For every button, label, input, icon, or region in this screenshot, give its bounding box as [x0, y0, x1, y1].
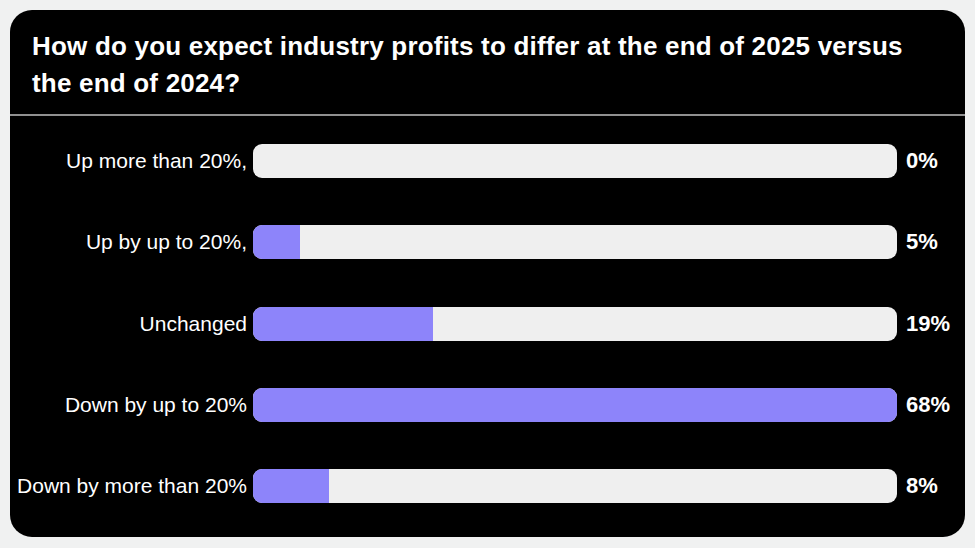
category-label: Unchanged [10, 312, 253, 336]
bar-track [253, 144, 897, 178]
value-label: 8% [897, 473, 965, 499]
category-label: Up more than 20%, [10, 149, 253, 173]
bar-track [253, 307, 897, 341]
value-label: 0% [897, 148, 965, 174]
value-label: 19% [897, 311, 965, 337]
chart-row: Unchanged 19% [10, 283, 965, 364]
value-label: 68% [897, 392, 965, 418]
bar-track [253, 225, 897, 259]
category-label: Up by up to 20%, [10, 230, 253, 254]
category-label: Down by up to 20% [10, 393, 253, 417]
bar-fill [253, 225, 300, 259]
bar-track [253, 469, 897, 503]
bar-fill [253, 388, 897, 422]
chart-card: How do you expect industry profits to di… [10, 10, 965, 537]
bar-track [253, 388, 897, 422]
page-background: How do you expect industry profits to di… [0, 0, 975, 548]
chart-row: Down by up to 20% 68% [10, 364, 965, 445]
bar-chart: Up more than 20%, 0% Up by up to 20%, 5%… [10, 116, 965, 537]
chart-row: Up by up to 20%, 5% [10, 201, 965, 282]
bar-fill [253, 469, 329, 503]
value-label: 5% [897, 229, 965, 255]
chart-row: Up more than 20%, 0% [10, 120, 965, 201]
category-label: Down by more than 20% [10, 474, 253, 498]
chart-row: Down by more than 20% 8% [10, 446, 965, 527]
bar-fill [253, 307, 433, 341]
chart-title: How do you expect industry profits to di… [10, 10, 965, 114]
